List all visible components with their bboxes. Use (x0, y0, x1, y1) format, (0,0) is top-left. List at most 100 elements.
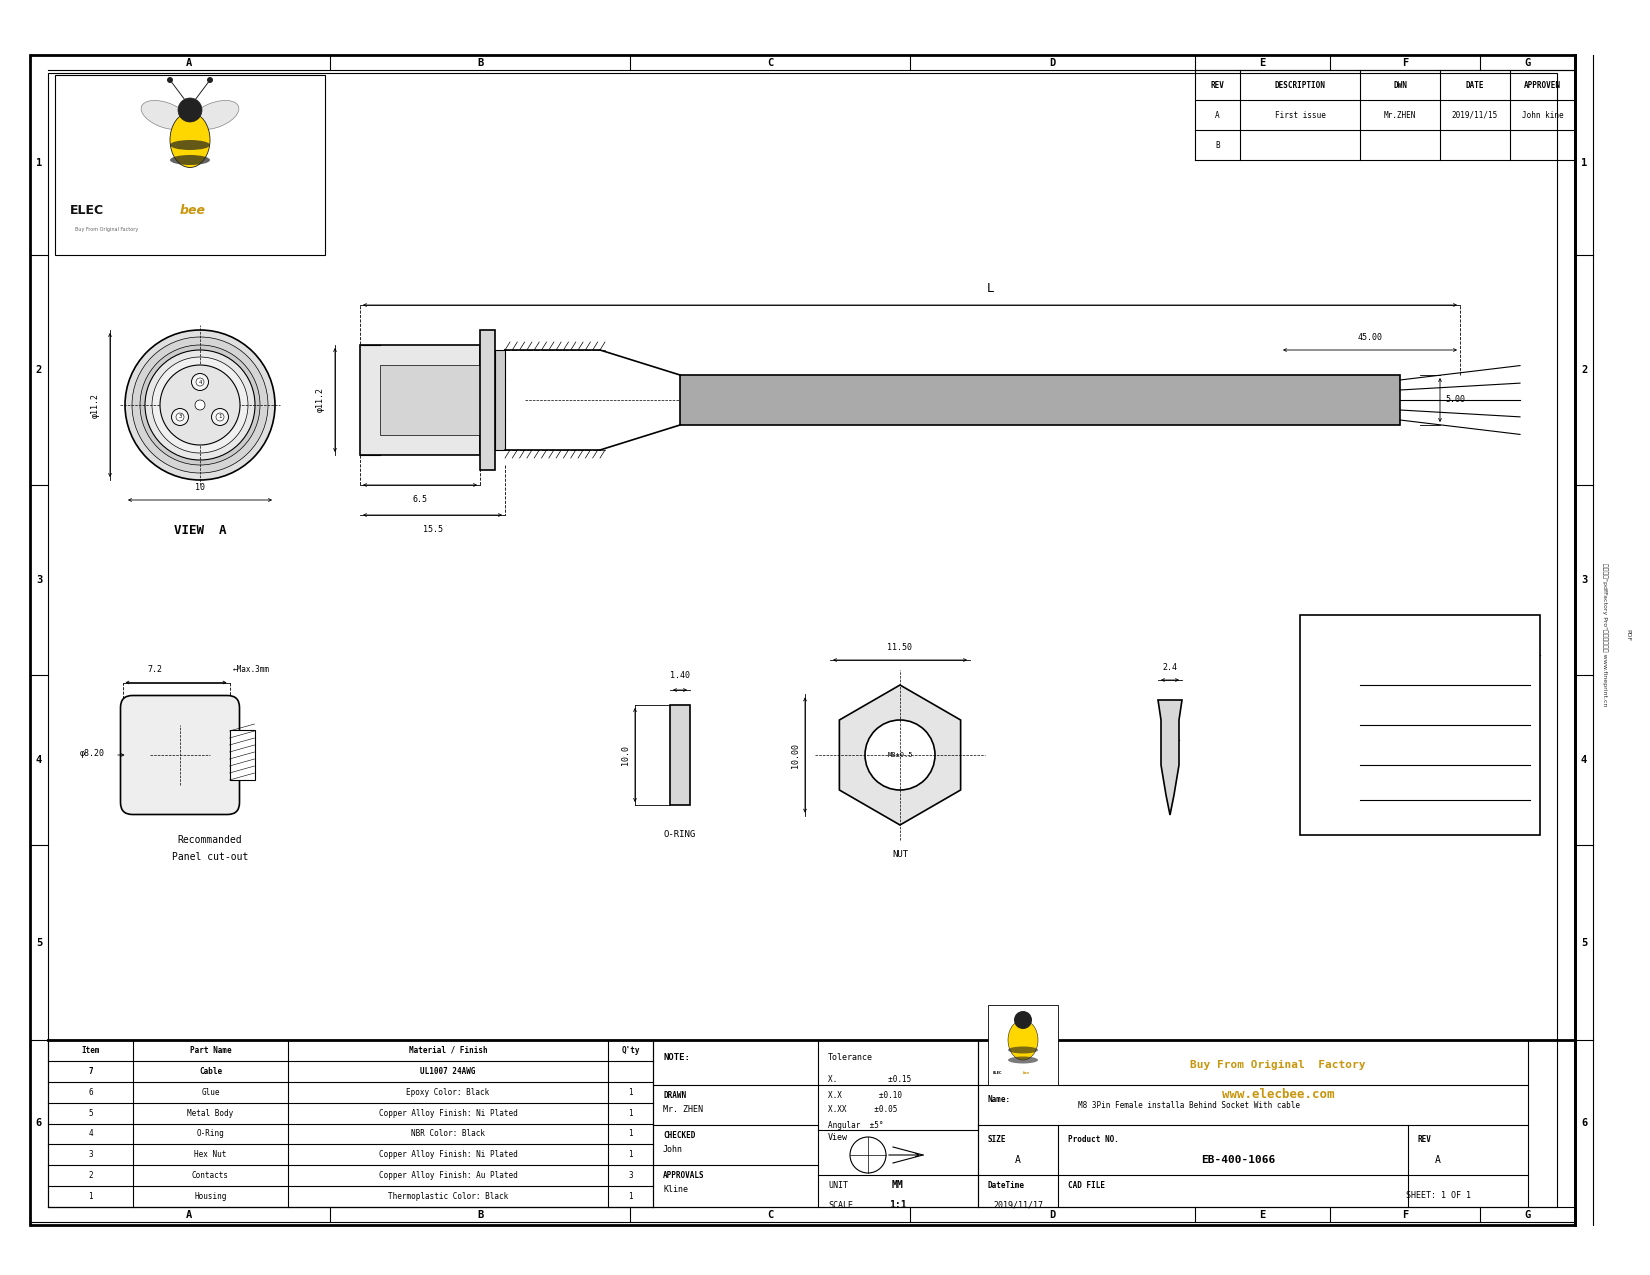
Text: DESCRIPTION: DESCRIPTION (1274, 80, 1325, 89)
Text: PDF: PDF (1625, 629, 1630, 641)
Circle shape (195, 400, 205, 411)
Circle shape (167, 76, 173, 83)
Text: 10: 10 (195, 483, 205, 492)
Text: E: E (1259, 1210, 1266, 1219)
Text: John kine: John kine (1521, 111, 1563, 120)
Text: B: B (477, 57, 483, 68)
Circle shape (152, 357, 248, 453)
Circle shape (132, 337, 267, 473)
Text: 11.50: 11.50 (888, 643, 912, 652)
Text: 2: 2 (1581, 365, 1587, 375)
Text: D: D (1049, 1210, 1056, 1219)
Text: 4: 4 (1315, 796, 1320, 805)
Text: Cable: Cable (200, 1067, 223, 1076)
Text: B: B (1214, 140, 1219, 149)
Ellipse shape (1008, 1020, 1038, 1060)
Circle shape (178, 98, 201, 122)
Text: Mr.ZHEN: Mr.ZHEN (1384, 111, 1416, 120)
Text: 2019/11/15: 2019/11/15 (1452, 111, 1498, 120)
Text: MM: MM (893, 1179, 904, 1190)
Text: ELEC: ELEC (69, 204, 104, 217)
Text: Tolerance: Tolerance (828, 1053, 873, 1062)
Circle shape (125, 330, 276, 479)
Text: φ8.20: φ8.20 (79, 748, 106, 757)
Ellipse shape (170, 140, 210, 150)
Text: 6: 6 (87, 1088, 92, 1096)
Text: φ11.2: φ11.2 (91, 393, 101, 417)
Bar (48, 73, 1558, 1207)
Text: O-Ring: O-Ring (196, 1130, 224, 1139)
Text: 3: 3 (629, 1172, 634, 1181)
Text: 6: 6 (1581, 1118, 1587, 1128)
Text: C: C (767, 1210, 774, 1219)
Text: DATE: DATE (1465, 80, 1485, 89)
Text: NOTE:: NOTE: (663, 1053, 690, 1062)
Text: 1: 1 (629, 1088, 634, 1096)
Circle shape (140, 346, 261, 465)
Text: 3: 3 (178, 414, 182, 419)
Text: Contacts: Contacts (191, 1172, 229, 1181)
Text: X.XX      ±0.05: X.XX ±0.05 (828, 1105, 898, 1114)
Text: REV: REV (1211, 80, 1224, 89)
Text: 1: 1 (629, 1130, 634, 1139)
Text: 2.4: 2.4 (1163, 663, 1178, 672)
Text: Mr. ZHEN: Mr. ZHEN (663, 1105, 703, 1114)
Text: 10.0: 10.0 (620, 745, 630, 765)
Text: O-RING: O-RING (663, 830, 696, 839)
Text: P1: P1 (1315, 681, 1325, 690)
Text: Recommanded: Recommanded (178, 835, 243, 845)
Text: L: L (987, 282, 993, 295)
Text: bee: bee (1023, 1071, 1030, 1075)
Text: SHEET: 1 OF 1: SHEET: 1 OF 1 (1406, 1191, 1470, 1200)
Text: 1: 1 (1581, 158, 1587, 167)
Text: Hex Nut: Hex Nut (195, 1150, 226, 1159)
Text: UL1007 24AWG: UL1007 24AWG (421, 1067, 475, 1076)
Circle shape (191, 374, 208, 390)
Text: M8 3Pin Female installa Behind Socket With cable: M8 3Pin Female installa Behind Socket Wi… (1077, 1100, 1300, 1109)
Text: 文件使用"pdfFactory Pro"试用版本创建 www.fineprint.cn: 文件使用"pdfFactory Pro"试用版本创建 www.fineprint… (1602, 564, 1607, 706)
Text: 1: 1 (218, 414, 221, 419)
Text: 4: 4 (36, 755, 43, 765)
Bar (360, 346, 480, 455)
Text: Copper Alloy Finish: Ni Plated: Copper Alloy Finish: Ni Plated (378, 1108, 518, 1118)
Text: DateTime: DateTime (988, 1181, 1025, 1190)
Text: SIZE: SIZE (988, 1136, 1006, 1145)
Text: Name:: Name: (988, 1095, 1011, 1104)
Text: Material / Finish: Material / Finish (409, 1046, 487, 1054)
Text: E: E (1259, 57, 1266, 68)
Text: 3: 3 (1581, 575, 1587, 585)
Text: A: A (186, 57, 191, 68)
Text: 7: 7 (87, 1067, 92, 1076)
Ellipse shape (142, 101, 188, 130)
Text: G: G (1525, 57, 1531, 68)
Text: 5: 5 (1581, 937, 1587, 947)
Polygon shape (1158, 700, 1181, 815)
Text: DWN: DWN (1393, 80, 1407, 89)
Text: ←Max.3mm: ←Max.3mm (233, 666, 269, 674)
Text: M8X1: M8X1 (416, 390, 424, 409)
Text: X.X        ±0.10: X.X ±0.10 (828, 1090, 903, 1099)
Text: CAD FILE: CAD FILE (1068, 1181, 1106, 1190)
Text: VIEW  A: VIEW A (173, 524, 226, 537)
Text: 7.2: 7.2 (147, 666, 162, 674)
Bar (680, 375, 1399, 425)
Circle shape (160, 365, 239, 445)
Circle shape (211, 408, 228, 426)
Text: F: F (1402, 1210, 1407, 1219)
Text: Epoxy Color: Black: Epoxy Color: Black (406, 1088, 490, 1096)
Text: Q'ty: Q'ty (622, 1046, 640, 1054)
Text: Thermoplastic Color: Black: Thermoplastic Color: Black (388, 1192, 508, 1201)
Ellipse shape (1008, 1057, 1038, 1063)
Text: C: C (767, 57, 774, 68)
Text: B: B (477, 1210, 483, 1219)
Text: View: View (828, 1133, 848, 1142)
Polygon shape (840, 685, 960, 825)
Text: 1: 1 (629, 1150, 634, 1159)
Text: 5: 5 (36, 937, 43, 947)
Text: Item: Item (81, 1046, 99, 1054)
Text: 2: 2 (36, 365, 43, 375)
Text: Metal Body: Metal Body (188, 1108, 234, 1118)
Text: REV: REV (1417, 1136, 1432, 1145)
Ellipse shape (191, 101, 239, 130)
Text: A: A (1214, 111, 1219, 120)
